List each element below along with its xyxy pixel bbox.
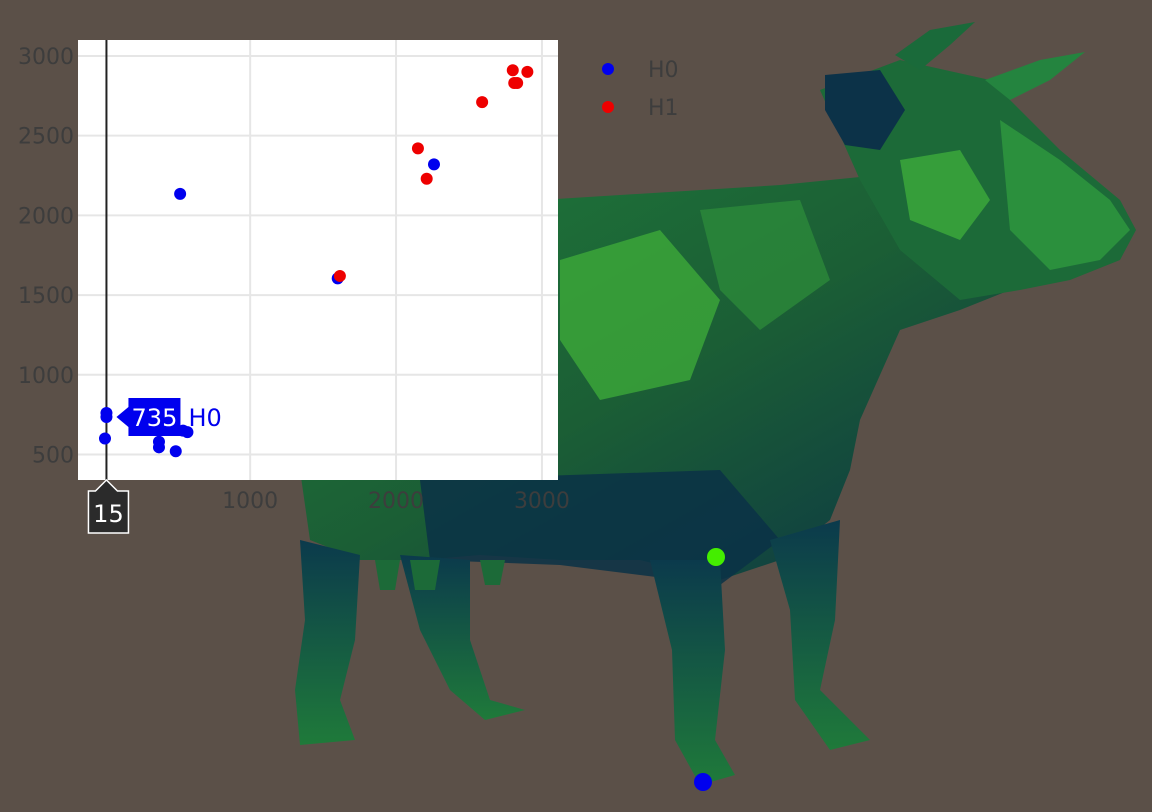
green-vertex-marker xyxy=(707,548,725,566)
point-h1[interactable] xyxy=(333,269,346,282)
y-tick-label: 1500 xyxy=(18,284,74,309)
legend[interactable]: H0 H1 xyxy=(602,58,679,121)
y-tick-label: 1000 xyxy=(18,364,74,389)
hover-x-box xyxy=(87,478,130,534)
hover-y-value: 735 xyxy=(132,404,178,432)
point-h0[interactable] xyxy=(174,187,187,200)
point-h1[interactable] xyxy=(411,142,424,155)
y-tick-labels: 500 1000 1500 2000 2500 3000 xyxy=(18,45,74,469)
point-h0[interactable] xyxy=(152,441,165,454)
x-tick-label: 2000 xyxy=(368,489,424,514)
blue-vertex-marker xyxy=(694,773,712,791)
x-tick-labels: 1000 2000 3000 xyxy=(222,489,570,514)
hover-tooltip: 735 H0 15 xyxy=(87,398,222,534)
point-h1[interactable] xyxy=(521,65,534,78)
legend-marker-h1[interactable] xyxy=(602,101,614,113)
y-tick-label: 3000 xyxy=(18,45,74,70)
point-h1[interactable] xyxy=(506,64,519,77)
point-h1[interactable] xyxy=(511,77,524,90)
grid-lines xyxy=(78,40,558,480)
y-tick-label: 2000 xyxy=(18,204,74,229)
point-h0[interactable] xyxy=(98,432,111,445)
legend-marker-h0[interactable] xyxy=(602,63,614,75)
legend-label-h1[interactable]: H1 xyxy=(648,96,679,121)
point-h0[interactable] xyxy=(169,445,182,458)
point-h0[interactable] xyxy=(427,158,440,171)
point-h0[interactable] xyxy=(181,426,194,439)
point-h1[interactable] xyxy=(476,96,489,109)
legend-label-h0[interactable]: H0 xyxy=(648,58,679,83)
hover-x-value: 15 xyxy=(93,500,124,528)
x-tick-label: 3000 xyxy=(514,489,570,514)
point-h0[interactable] xyxy=(100,411,113,424)
x-tick-label: 1000 xyxy=(222,489,278,514)
hover-value-box xyxy=(116,398,181,437)
hover-series-label: H0 xyxy=(188,404,221,432)
y-tick-label: 2500 xyxy=(18,125,74,150)
point-h1[interactable] xyxy=(420,172,433,185)
y-tick-label: 500 xyxy=(32,443,74,468)
